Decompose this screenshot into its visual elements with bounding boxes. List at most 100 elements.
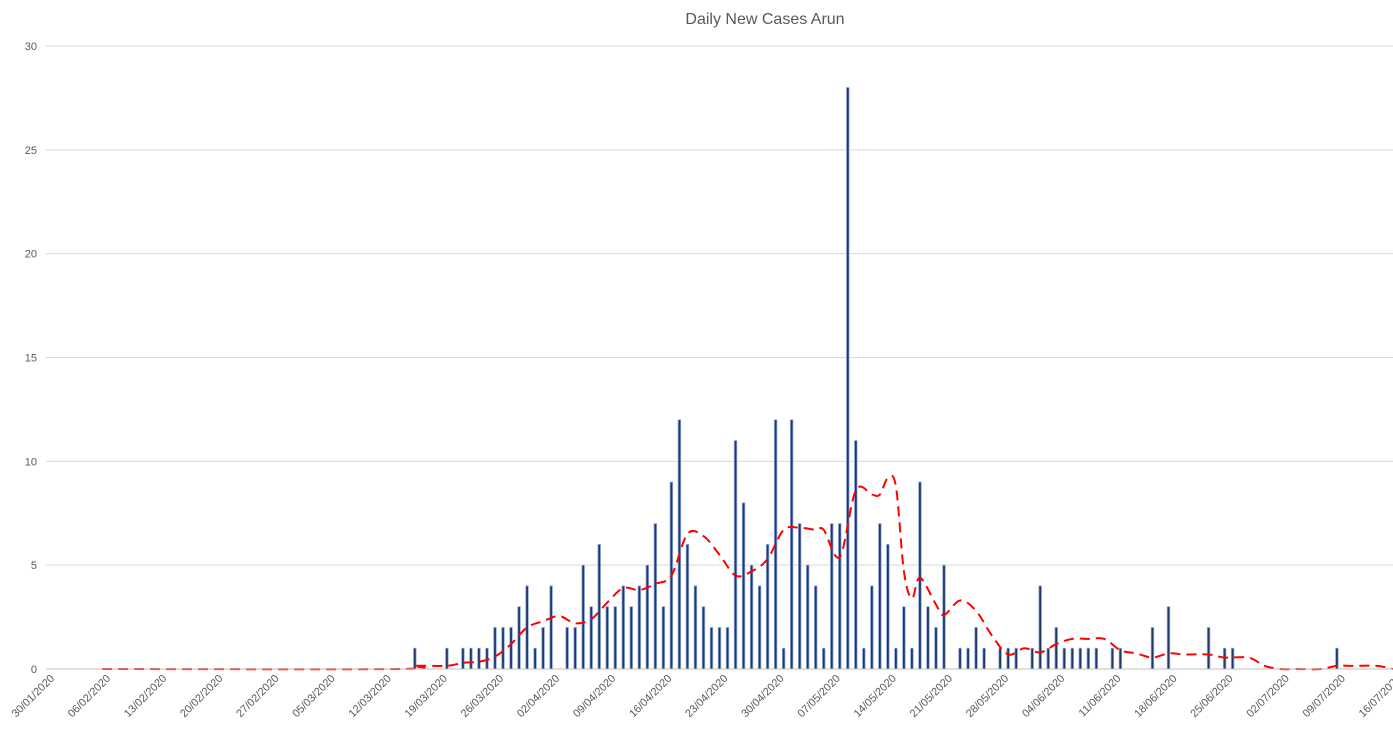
bar-2020-04-07 xyxy=(589,606,593,670)
bar-2020-04-15 xyxy=(653,523,658,670)
bar-2020-06-18 xyxy=(1166,606,1171,670)
y-tick-label: 25 xyxy=(25,145,37,157)
bar-2020-04-25 xyxy=(733,440,738,670)
bar-2020-03-27 xyxy=(501,627,505,670)
bar-2020-04-13 xyxy=(637,585,642,670)
x-axis-ticks: 30/01/2020 06/02/2020 13/02/2020 20/02/2020… xyxy=(10,673,1393,720)
bar-2020-04-18 xyxy=(677,419,682,670)
bar-2020-05-04 xyxy=(806,564,810,670)
y-tick-label: 15 xyxy=(25,353,37,365)
bar-2020-03-28 xyxy=(509,627,513,670)
bar-2020-03-23 xyxy=(469,647,473,670)
bar-2020-05-16 xyxy=(902,606,906,670)
bar-2020-04-26 xyxy=(741,502,746,670)
bar-2020-05-02 xyxy=(789,419,794,670)
bar-2020-06-06 xyxy=(1070,647,1074,670)
bar-2020-05-11 xyxy=(862,647,866,670)
bar-2020-06-26 xyxy=(1230,647,1235,670)
bar-2020-04-27 xyxy=(749,564,754,670)
bar-2020-05-30 xyxy=(1014,647,1018,670)
bar-2020-06-23 xyxy=(1206,627,1211,670)
gridlines xyxy=(46,45,1393,566)
x-tick-label: 16/04/2020 xyxy=(627,673,674,720)
x-tick-label: 28/05/2020 xyxy=(964,673,1011,720)
x-tick-label: 23/04/2020 xyxy=(683,673,730,720)
x-tick-label: 13/02/2020 xyxy=(122,673,169,720)
bar-2020-05-29 xyxy=(1006,647,1010,670)
bar-2020-03-30 xyxy=(525,585,529,670)
x-tick-label: 14/05/2020 xyxy=(852,673,899,720)
bar-2020-05-09 xyxy=(846,87,850,670)
x-tick-label: 30/04/2020 xyxy=(739,673,786,720)
bar-2020-06-07 xyxy=(1078,647,1082,670)
bar-2020-06-05 xyxy=(1062,647,1066,670)
bar-2020-05-08 xyxy=(838,523,842,670)
average-line-path xyxy=(102,474,1393,671)
rolling-average-line xyxy=(102,474,1393,671)
x-tick-label: 11/06/2020 xyxy=(1077,673,1124,720)
bar-2020-03-20 xyxy=(445,647,449,670)
bar-2020-03-16 xyxy=(413,647,417,670)
bar-2020-05-12 xyxy=(870,585,874,670)
bar-2020-05-14 xyxy=(886,544,890,670)
bar-2020-04-04 xyxy=(565,627,569,670)
chart-title: Daily New Cases Arun xyxy=(685,11,844,28)
bar-2020-04-10 xyxy=(613,606,617,670)
bar-2020-04-19 xyxy=(685,544,690,670)
bar-2020-04-08 xyxy=(597,544,601,670)
bar-2020-05-19 xyxy=(926,606,930,670)
y-tick-label: 10 xyxy=(25,456,37,468)
bar-2020-06-01 xyxy=(1030,647,1034,670)
x-tick-label: 21/05/2020 xyxy=(908,673,955,720)
bar-2020-04-05 xyxy=(573,627,577,670)
x-tick-label: 02/04/2020 xyxy=(515,673,562,720)
x-tick-label: 16/07/2020 xyxy=(1357,673,1393,720)
bar-2020-03-24 xyxy=(477,647,481,670)
bar-2020-06-12 xyxy=(1118,647,1123,670)
x-tick-label: 27/02/2020 xyxy=(234,673,281,720)
x-tick-label: 09/04/2020 xyxy=(571,673,618,720)
bar-2020-05-26 xyxy=(982,647,986,670)
bar-2020-04-22 xyxy=(709,627,714,670)
bar-2020-06-16 xyxy=(1150,627,1155,670)
bar-2020-04-23 xyxy=(717,627,722,670)
bar-2020-05-21 xyxy=(942,564,946,670)
bar-2020-05-17 xyxy=(910,647,914,670)
bar-2020-05-15 xyxy=(894,647,898,670)
x-tick-label: 04/06/2020 xyxy=(1020,673,1067,720)
bar-2020-04-11 xyxy=(621,585,625,670)
bar-2020-03-22 xyxy=(461,647,465,670)
y-axis-ticks: 0 5 10 15 20 25 30 xyxy=(25,41,37,676)
bar-2020-05-28 xyxy=(998,647,1002,670)
bar-2020-04-01 xyxy=(541,627,545,670)
bar-2020-04-06 xyxy=(581,564,585,670)
bar-2020-05-05 xyxy=(814,585,818,670)
y-tick-label: 5 xyxy=(31,560,37,572)
bar-2020-04-29 xyxy=(765,544,770,670)
bar-2020-06-11 xyxy=(1110,647,1115,670)
bar-2020-04-20 xyxy=(693,585,698,670)
bar-2020-06-04 xyxy=(1054,627,1058,670)
x-tick-label: 09/07/2020 xyxy=(1301,673,1348,720)
bar-2020-05-24 xyxy=(966,647,970,670)
x-tick-label: 07/05/2020 xyxy=(795,673,842,720)
bar-2020-04-09 xyxy=(605,606,609,670)
x-tick-label: 05/03/2020 xyxy=(290,673,337,720)
x-tick-label: 19/03/2020 xyxy=(403,673,450,720)
y-tick-label: 0 xyxy=(31,664,37,676)
bar-2020-03-31 xyxy=(533,647,537,670)
bar-2020-04-21 xyxy=(701,606,706,670)
x-tick-label: 06/02/2020 xyxy=(66,673,113,720)
bar-2020-04-14 xyxy=(645,564,650,670)
bar-2020-05-20 xyxy=(934,627,938,670)
bar-2020-06-03 xyxy=(1046,647,1050,670)
bar-2020-06-08 xyxy=(1086,647,1091,670)
bar-2020-03-29 xyxy=(517,606,521,670)
bar-2020-05-13 xyxy=(878,523,882,670)
bar-2020-06-09 xyxy=(1094,647,1099,670)
bar-2020-03-26 xyxy=(493,627,497,670)
x-tick-label: 30/01/2020 xyxy=(10,673,57,720)
bar-2020-05-03 xyxy=(797,523,802,670)
bar-2020-04-02 xyxy=(549,585,553,670)
x-tick-label: 02/07/2020 xyxy=(1244,673,1291,720)
